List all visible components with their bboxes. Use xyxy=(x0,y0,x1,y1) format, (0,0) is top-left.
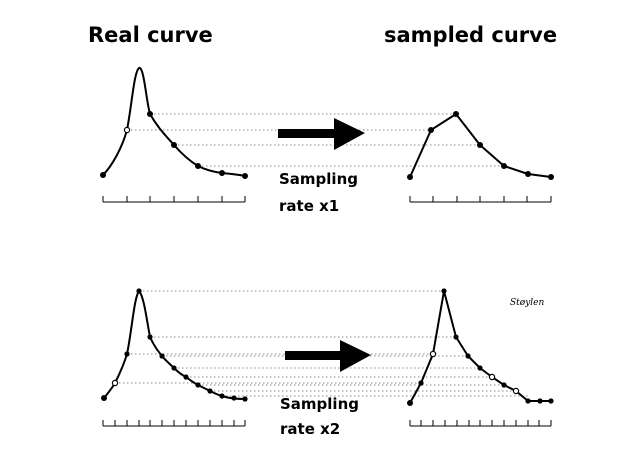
time-scale-sampled-x2 xyxy=(409,420,552,427)
real-curve-x1-samples xyxy=(100,111,248,179)
arrow-right-icon xyxy=(278,118,365,150)
caption-x2-line1: Sampling xyxy=(280,395,359,413)
caption-x1-line2: rate x1 xyxy=(279,197,339,215)
real-curve-x2-samples xyxy=(101,288,248,402)
sampled-curve-x2-samples xyxy=(407,288,554,406)
time-scale-real-x2 xyxy=(102,420,246,427)
panel-rate-x2: Sampling rate x2 xyxy=(101,288,554,438)
author-signature: Støylen xyxy=(510,298,544,308)
real-curve-x1 xyxy=(102,66,246,177)
projection-lines-x2 xyxy=(115,290,528,397)
time-scale-sampled-x1 xyxy=(409,196,552,203)
sampled-curve-x1-samples xyxy=(407,111,554,180)
projection-lines-x1 xyxy=(127,113,504,167)
sampled-curve-heading: sampled curve xyxy=(384,23,557,47)
caption-x2-line2: rate x2 xyxy=(280,420,340,438)
real-curve-heading: Real curve xyxy=(88,23,213,47)
caption-x1-line1: Sampling xyxy=(279,170,358,188)
panel-rate-x1: Sampling rate x1 xyxy=(100,66,554,215)
time-scale-real-x1 xyxy=(102,196,246,203)
arrow-right-icon xyxy=(285,340,371,372)
